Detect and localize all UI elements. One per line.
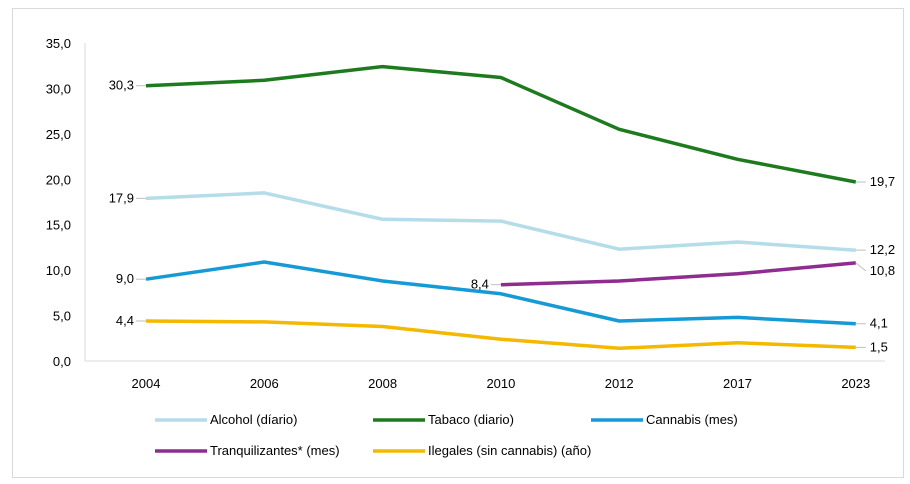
legend-label-2: Cannabis (mes) (646, 412, 738, 427)
legend-label-3: Tranquilizantes* (mes) (210, 443, 340, 458)
data-label: 10,8 (870, 263, 895, 278)
axes: 0,0 5,0 10,0 15,0 20,0 25,0 30,0 35,0 2004 2006 20… (46, 36, 885, 391)
y-tick-label: 30,0 (46, 81, 71, 96)
y-tick-label: 10,0 (46, 263, 71, 278)
series-line-1 (145, 64, 857, 184)
data-label-leader (855, 262, 867, 272)
data-label: 19,7 (870, 174, 895, 189)
legend-label-4: Ilegales (sin cannabis) (año) (428, 443, 591, 458)
x-tick-label: 2006 (250, 376, 279, 391)
series-line-4 (145, 319, 856, 351)
y-tick-label: 0,0 (53, 354, 71, 369)
data-label: 4,4 (116, 313, 134, 328)
data-labels: 17,9 30,3 9,0 4,4 8,4 19,7 12,2 10,8 4,1 1,5 (109, 78, 895, 355)
y-tick-label: 5,0 (53, 309, 71, 324)
data-label: 30,3 (109, 78, 134, 93)
legend-label-0: Alcohol (díario) (210, 412, 297, 427)
data-label: 17,9 (109, 190, 134, 205)
data-label: 4,1 (870, 316, 888, 331)
legend-label-1: Tabaco (diario) (428, 412, 514, 427)
series-line-0 (145, 191, 856, 252)
y-tick-label: 35,0 (46, 36, 71, 51)
x-tick-label: 2012 (605, 376, 634, 391)
y-tick-label: 15,0 (46, 218, 71, 233)
data-label: 9,0 (116, 271, 134, 286)
x-tick-label: 2004 (132, 376, 161, 391)
x-tick-label: 2008 (368, 376, 397, 391)
data-label: 8,4 (471, 277, 489, 292)
series-lines (145, 64, 857, 351)
y-tick-label: 25,0 (46, 127, 71, 142)
data-label: 12,2 (870, 242, 895, 257)
line-chart: 0,0 5,0 10,0 15,0 20,0 25,0 30,0 35,0 2004 2006 20… (46, 36, 895, 458)
x-tick-label: 2010 (486, 376, 515, 391)
legend: Alcohol (díario) Tabaco (diario) Cannabis … (155, 412, 738, 458)
y-tick-label: 20,0 (46, 172, 71, 187)
x-tick-label: 2017 (723, 376, 752, 391)
x-tick-label: 2023 (841, 376, 870, 391)
series-line-2 (145, 260, 856, 326)
data-label: 1,5 (870, 339, 888, 354)
series-line-3 (500, 261, 856, 287)
chart-frame: 0,0 5,0 10,0 15,0 20,0 25,0 30,0 35,0 2004 2006 20… (12, 8, 904, 478)
